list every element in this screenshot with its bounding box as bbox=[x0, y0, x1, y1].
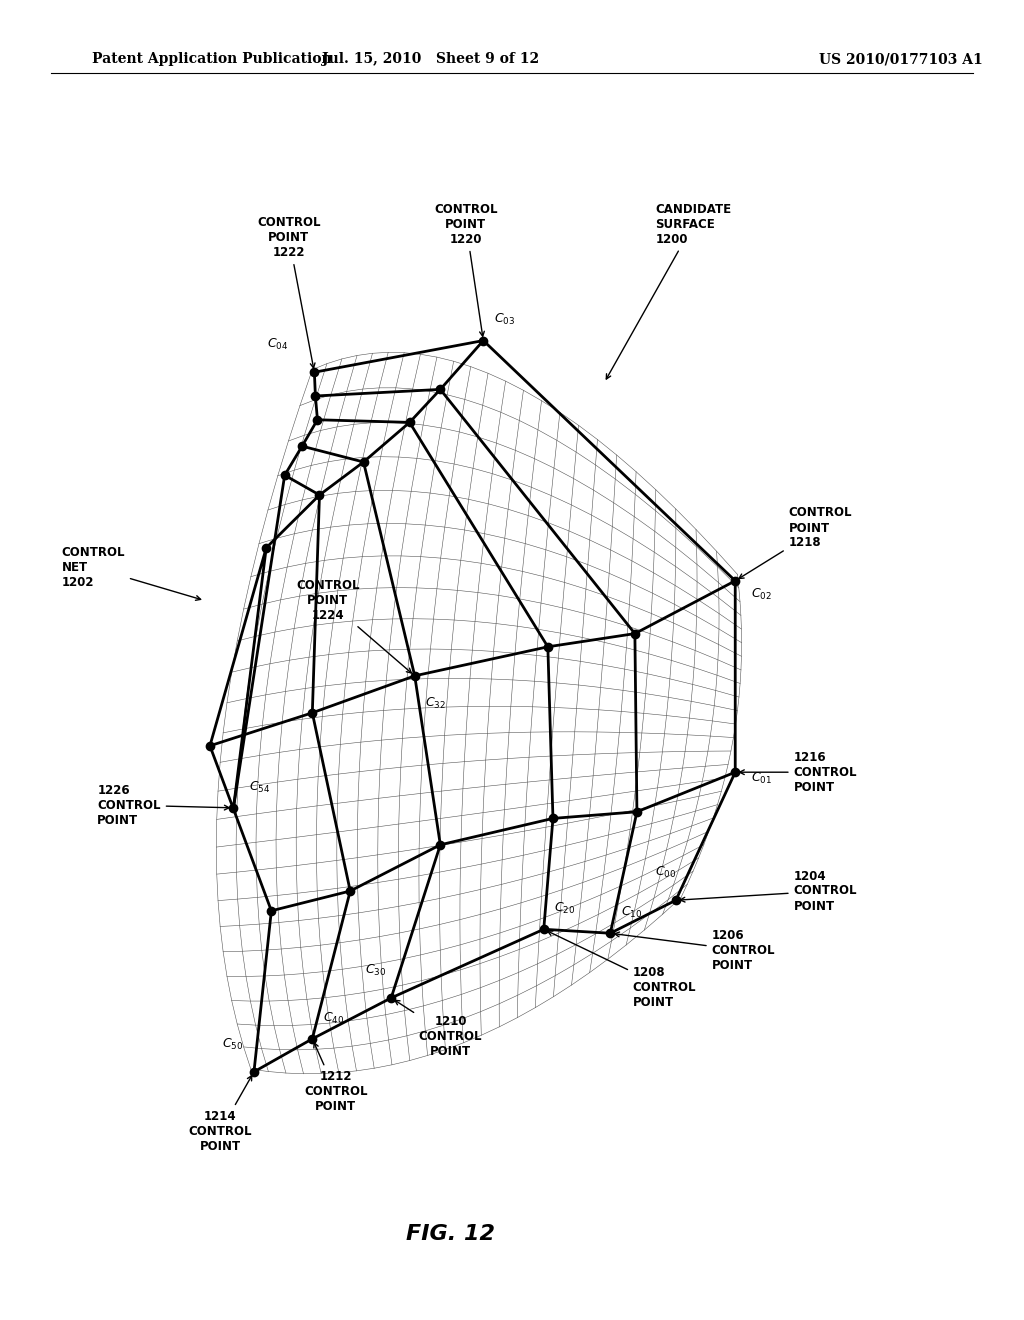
Text: CONTROL
POINT
1220: CONTROL POINT 1220 bbox=[434, 203, 498, 337]
Text: FIG. 12: FIG. 12 bbox=[407, 1224, 495, 1245]
Text: $C_{03}$: $C_{03}$ bbox=[494, 313, 515, 327]
Text: 1206
CONTROL
POINT: 1206 CONTROL POINT bbox=[614, 929, 775, 972]
Text: $C_{20}$: $C_{20}$ bbox=[554, 902, 575, 916]
Text: 1214
CONTROL
POINT: 1214 CONTROL POINT bbox=[188, 1076, 252, 1152]
Text: $C_{40}$: $C_{40}$ bbox=[323, 1011, 344, 1026]
Text: CONTROL
POINT
1222: CONTROL POINT 1222 bbox=[257, 216, 321, 368]
Text: $C_{10}$: $C_{10}$ bbox=[621, 906, 642, 920]
Text: Jul. 15, 2010   Sheet 9 of 12: Jul. 15, 2010 Sheet 9 of 12 bbox=[322, 53, 539, 66]
Text: US 2010/0177103 A1: US 2010/0177103 A1 bbox=[819, 53, 983, 66]
Text: $C_{02}$: $C_{02}$ bbox=[751, 586, 771, 602]
Text: 1226
CONTROL
POINT: 1226 CONTROL POINT bbox=[97, 784, 229, 826]
Text: $C_{50}$: $C_{50}$ bbox=[222, 1038, 244, 1052]
Text: 1210
CONTROL
POINT: 1210 CONTROL POINT bbox=[395, 1001, 482, 1057]
Text: 1208
CONTROL
POINT: 1208 CONTROL POINT bbox=[548, 931, 696, 1008]
Text: CONTROL
POINT
1224: CONTROL POINT 1224 bbox=[296, 579, 412, 673]
Text: $C_{54}$: $C_{54}$ bbox=[249, 780, 270, 795]
Text: Patent Application Publication: Patent Application Publication bbox=[92, 53, 332, 66]
Text: $C_{32}$: $C_{32}$ bbox=[425, 696, 445, 710]
Text: $C_{30}$: $C_{30}$ bbox=[365, 964, 386, 978]
Text: CONTROL
POINT
1218: CONTROL POINT 1218 bbox=[739, 507, 852, 578]
Text: 1216
CONTROL
POINT: 1216 CONTROL POINT bbox=[739, 751, 857, 793]
Text: $C_{01}$: $C_{01}$ bbox=[751, 771, 772, 787]
Text: CANDIDATE
SURFACE
1200: CANDIDATE SURFACE 1200 bbox=[606, 203, 731, 379]
Text: CONTROL
NET
1202: CONTROL NET 1202 bbox=[61, 546, 201, 601]
Text: $C_{04}$: $C_{04}$ bbox=[267, 338, 289, 352]
Text: $C_{00}$: $C_{00}$ bbox=[655, 866, 676, 880]
Text: 1204
CONTROL
POINT: 1204 CONTROL POINT bbox=[680, 870, 857, 912]
Text: 1212
CONTROL
POINT: 1212 CONTROL POINT bbox=[304, 1043, 368, 1113]
